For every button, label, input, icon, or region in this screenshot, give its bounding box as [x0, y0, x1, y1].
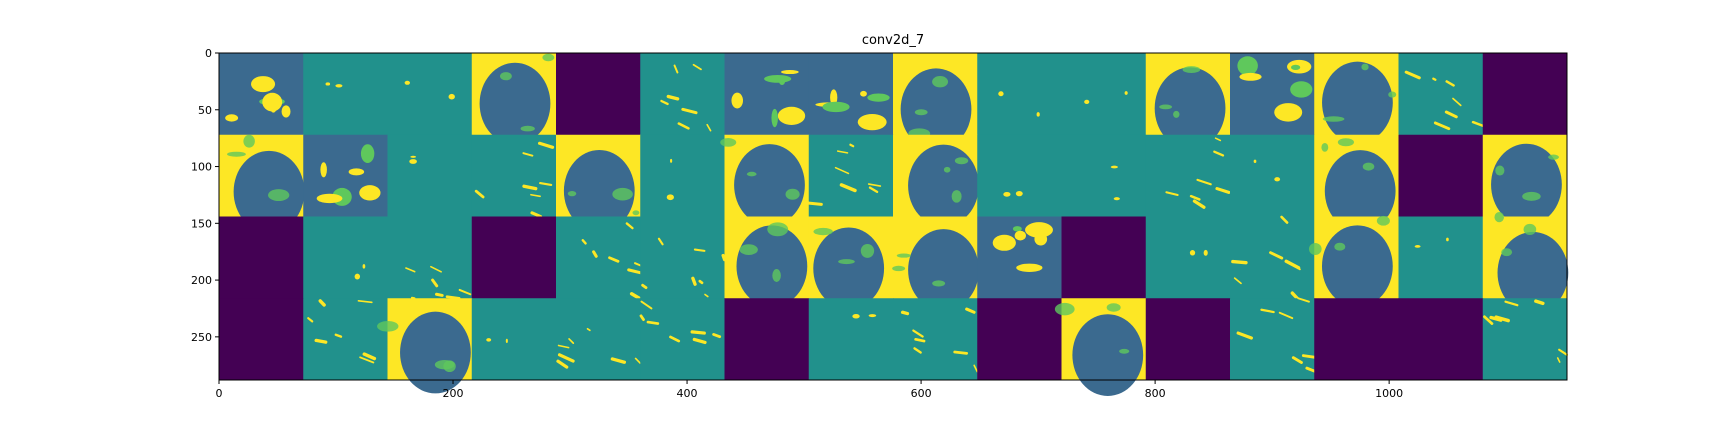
- feature-map-tile: [1482, 134, 1568, 226]
- feature-map-tile: [219, 216, 304, 299]
- feature-map-tile: [387, 216, 473, 300]
- feature-map-tile: [303, 216, 388, 299]
- feature-map-tile: [720, 134, 810, 226]
- feature-map-tile: [808, 298, 894, 381]
- feature-map-tile: [977, 298, 1062, 381]
- x-tick-label: 400: [677, 387, 698, 400]
- feature-map-tile: [977, 216, 1062, 299]
- feature-map-tile: [219, 134, 305, 233]
- feature-map-tile: [1314, 298, 1399, 381]
- feature-map-tile: [808, 53, 894, 136]
- feature-map-tile: [640, 53, 725, 136]
- feature-map-tile: [893, 298, 979, 381]
- feature-map-tile: [556, 134, 641, 232]
- feature-map-tile: [556, 298, 642, 381]
- feature-map-tile: [556, 216, 642, 300]
- x-axis: 0 200 400 600 800 1000: [216, 380, 1403, 400]
- feature-map-tile: [471, 134, 557, 219]
- feature-map-tile: [303, 134, 388, 217]
- feature-map-tile: [387, 53, 473, 136]
- feature-map-tile: [1314, 134, 1399, 232]
- feature-map-tile: [893, 134, 979, 227]
- feature-map-tile: [471, 53, 557, 145]
- feature-map-tile: [1230, 53, 1315, 136]
- chart-title: conv2d_7: [862, 33, 924, 48]
- feature-map-tile: [640, 134, 725, 217]
- feature-map-tile: [1061, 134, 1147, 217]
- feature-map-tile: [892, 216, 979, 311]
- x-tick-label: 0: [216, 387, 223, 400]
- feature-map-tile: [1061, 53, 1147, 136]
- feature-map-tile: [977, 134, 1062, 217]
- x-tick-label: 1000: [1375, 387, 1403, 400]
- feature-map-tile: [977, 53, 1062, 136]
- feature-map-tile: [893, 53, 978, 151]
- feature-map-tile: [1230, 297, 1316, 381]
- feature-map-tile: [1398, 134, 1484, 217]
- feature-map-tile: [724, 298, 810, 381]
- feature-map-tile: [1398, 298, 1484, 381]
- y-tick-label: 200: [191, 274, 212, 287]
- y-tick-label: 50: [198, 104, 212, 117]
- x-tick-label: 800: [1145, 387, 1166, 400]
- feature-map-tile: [1482, 211, 1569, 314]
- x-tick-label: 200: [443, 387, 464, 400]
- feature-map-tile: [1482, 53, 1568, 136]
- feature-map-tile: [1230, 215, 1315, 300]
- feature-map-tile: [219, 53, 304, 136]
- feature-map-tile: [1061, 216, 1147, 299]
- feature-map-tile: [1398, 216, 1484, 299]
- axes-frame: [218, 52, 1568, 381]
- feature-map-grid: [219, 53, 1569, 396]
- feature-map-tile: [387, 134, 473, 217]
- feature-map-tile: [724, 53, 810, 136]
- feature-map-tile: [1230, 134, 1315, 217]
- feature-map-tile: [1145, 134, 1231, 217]
- feature-map-tile: [219, 298, 304, 381]
- feature-map-tile: [1314, 53, 1399, 144]
- x-tick-label: 600: [911, 387, 932, 400]
- feature-map-tile: [1145, 298, 1231, 381]
- feature-map-tile: [1398, 53, 1484, 136]
- feature-map-tile: [1145, 216, 1231, 299]
- feature-map-tile: [556, 53, 641, 136]
- feature-map-tile: [639, 298, 725, 381]
- feature-map-tile: [1054, 298, 1147, 396]
- feature-map-tile: [303, 53, 388, 136]
- feature-map-tile: [471, 216, 557, 299]
- feature-map-tile: [640, 216, 727, 299]
- feature-map-tile: [1145, 53, 1231, 150]
- y-tick-label: 150: [191, 217, 212, 230]
- y-axis: 0 50 100 150 200 250: [191, 47, 219, 344]
- feature-map-tile: [1308, 215, 1399, 308]
- feature-map-tile: [303, 298, 388, 381]
- y-tick-label: 0: [205, 47, 212, 60]
- feature-map-tile: [724, 216, 810, 308]
- y-tick-label: 250: [191, 331, 212, 344]
- feature-map-tile: [808, 216, 894, 310]
- feature-map-tile: [807, 134, 894, 217]
- feature-map-tile: [377, 298, 473, 394]
- y-tick-label: 100: [191, 161, 212, 174]
- feature-map-tile: [1482, 298, 1569, 381]
- feature-map-tile: [471, 298, 557, 381]
